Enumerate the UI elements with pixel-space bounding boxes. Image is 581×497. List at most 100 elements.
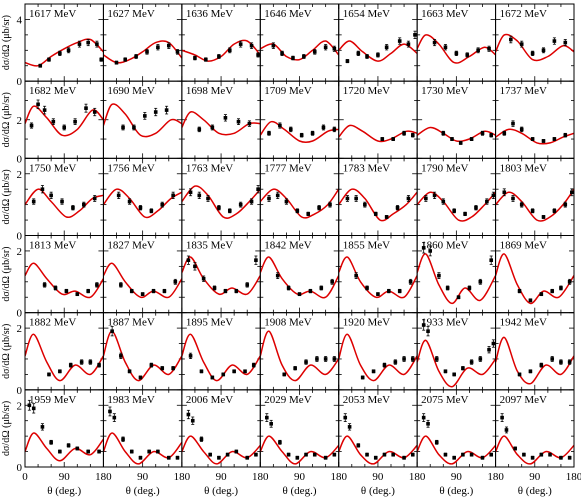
data-point [437, 273, 441, 278]
model-curve [181, 435, 261, 465]
x-axis-title: θ (deg.) [283, 485, 317, 497]
data-point [256, 187, 260, 191]
data-point [441, 131, 446, 136]
data-point [243, 369, 247, 374]
data-point [99, 57, 104, 62]
x-tick-label: 180 [330, 471, 347, 483]
x-tick-label: 90 [216, 471, 228, 483]
data-point [114, 60, 119, 65]
data-point [332, 452, 337, 457]
data-point [402, 455, 406, 460]
data-point [49, 440, 53, 445]
data-point [552, 39, 557, 43]
data-point [434, 440, 439, 445]
model-curve [260, 330, 339, 382]
model-curve [260, 256, 339, 299]
data-point [371, 369, 376, 374]
x-axis-title: θ (deg.) [126, 485, 160, 497]
data-point [456, 295, 461, 300]
x-axis-titles: 0 90 180 θ (deg.) 90 180 θ (deg.) 90 180 θ (deg.)… [22, 471, 581, 497]
data-point [156, 449, 160, 454]
data-point [175, 455, 180, 460]
data-point [153, 110, 158, 114]
data-point [193, 56, 197, 60]
data-point [376, 53, 380, 57]
model-curve [495, 188, 575, 222]
data-point [217, 54, 221, 59]
energy-label: 1983 MeV [107, 394, 154, 406]
data-point [36, 102, 40, 107]
data-point [254, 258, 258, 262]
panel: 2006 MeV [181, 389, 261, 468]
data-point [143, 114, 147, 118]
model-curve [338, 124, 418, 143]
model-curve [103, 188, 182, 219]
data-point [458, 141, 463, 145]
panel: 1813 MeV [24, 235, 104, 314]
y-tick-label: 0 [17, 231, 23, 243]
y-tick-label: 0 [17, 76, 23, 88]
model-curve [417, 34, 496, 64]
data-point [132, 125, 136, 130]
model-curve [103, 330, 182, 382]
data-point [223, 116, 228, 120]
data-point [402, 357, 406, 361]
data-point [97, 449, 101, 454]
data-point [265, 415, 269, 420]
panel: 1860 MeV [416, 235, 497, 314]
data-point [365, 54, 369, 59]
data-point [295, 209, 300, 213]
data-point [365, 286, 369, 290]
energy-label: 1813 MeV [29, 240, 76, 252]
data-point [500, 415, 504, 420]
panel: 1920 MeV [338, 312, 418, 391]
data-point [530, 51, 535, 56]
data-point [373, 455, 378, 460]
model-curve [495, 128, 575, 145]
data-point [443, 369, 448, 374]
data-point [323, 45, 328, 50]
data-point [467, 286, 472, 290]
x-tick-label: 180 [252, 471, 269, 483]
panel: 1627 MeV [102, 3, 183, 82]
data-point [395, 205, 400, 210]
energy-label: 1730 MeV [421, 85, 468, 97]
y-tick-label: 4 [17, 14, 23, 26]
data-point [299, 133, 304, 137]
data-point [519, 202, 524, 207]
data-point [323, 357, 328, 361]
data-point [332, 357, 337, 361]
data-point [173, 280, 178, 284]
data-point [278, 440, 282, 445]
energy-label: 2097 MeV [500, 394, 547, 406]
data-point [441, 199, 446, 204]
data-point [84, 106, 88, 110]
data-point [541, 139, 546, 143]
data-point [51, 119, 56, 124]
data-point [140, 292, 145, 296]
panel: 1750 MeV [24, 157, 104, 236]
data-point [86, 449, 90, 454]
data-point [432, 193, 437, 198]
data-point [487, 347, 491, 352]
data-point [129, 289, 134, 293]
data-point [227, 209, 232, 213]
energy-label: 1654 MeV [343, 8, 390, 20]
data-point [138, 205, 143, 210]
data-point [397, 39, 402, 43]
y-axis-title: dσ/dΩ (μb/sr) [1, 401, 12, 456]
data-point [376, 292, 380, 296]
data-point [410, 133, 415, 137]
data-point [478, 280, 483, 284]
energy-label: 1869 MeV [500, 240, 547, 252]
data-point [552, 137, 557, 141]
y-axis-title: dσ/dΩ (μb/sr) [1, 15, 12, 70]
data-point [29, 123, 34, 128]
data-point [193, 264, 197, 269]
data-point [469, 452, 474, 457]
data-point [567, 455, 572, 460]
x-tick-label: 90 [451, 471, 463, 483]
data-point [332, 127, 337, 132]
data-point [434, 357, 439, 361]
data-point [539, 292, 544, 296]
